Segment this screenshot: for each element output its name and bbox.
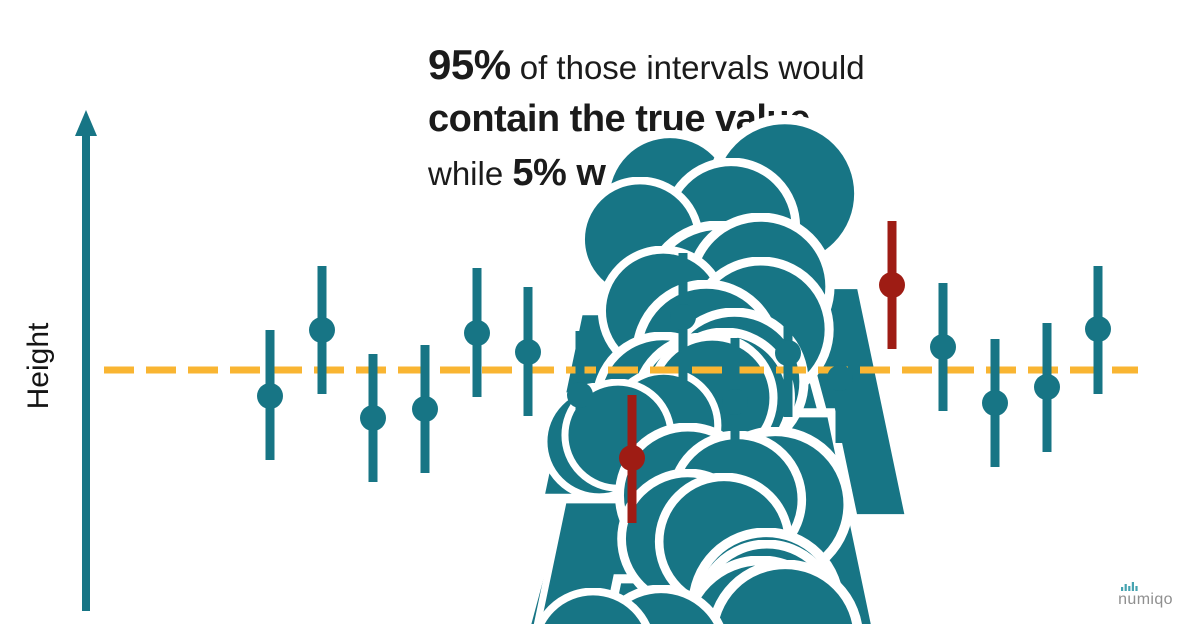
confidence-interval-2 <box>309 266 335 394</box>
confidence-interval-11 <box>775 288 801 417</box>
headline-95pct: 95% <box>428 41 511 88</box>
y-axis-arrowhead-icon <box>75 110 97 136</box>
brand-logo: numiqo <box>1118 582 1173 608</box>
headline-while: while <box>428 155 513 192</box>
confidence-interval-16 <box>1034 323 1060 452</box>
confidence-interval-5 <box>464 268 490 397</box>
confidence-interval-15 <box>982 339 1008 467</box>
confidence-interval-4 <box>412 345 438 473</box>
logo-text: numiqo <box>1118 591 1173 608</box>
confidence-interval-10 <box>722 338 748 466</box>
confidence-interval-6 <box>515 287 541 416</box>
confidence-interval-1 <box>257 330 283 460</box>
confidence-interval-3 <box>360 354 386 482</box>
confidence-interval-14 <box>930 283 956 411</box>
confidence-interval-13-miss <box>879 221 905 349</box>
confidence-interval-17 <box>1085 266 1111 394</box>
headline-line-1: 95% of those intervals would <box>428 38 865 92</box>
confidence-interval-12 <box>827 314 853 443</box>
headline-line1-text: of those intervals would <box>510 49 865 86</box>
logo-bars-icon <box>1121 582 1138 591</box>
confidence-interval-9 <box>670 253 696 381</box>
confidence-interval-7 <box>567 331 593 459</box>
confidence-interval-8-miss <box>619 395 645 523</box>
headline-line2-comma: , <box>809 101 819 138</box>
